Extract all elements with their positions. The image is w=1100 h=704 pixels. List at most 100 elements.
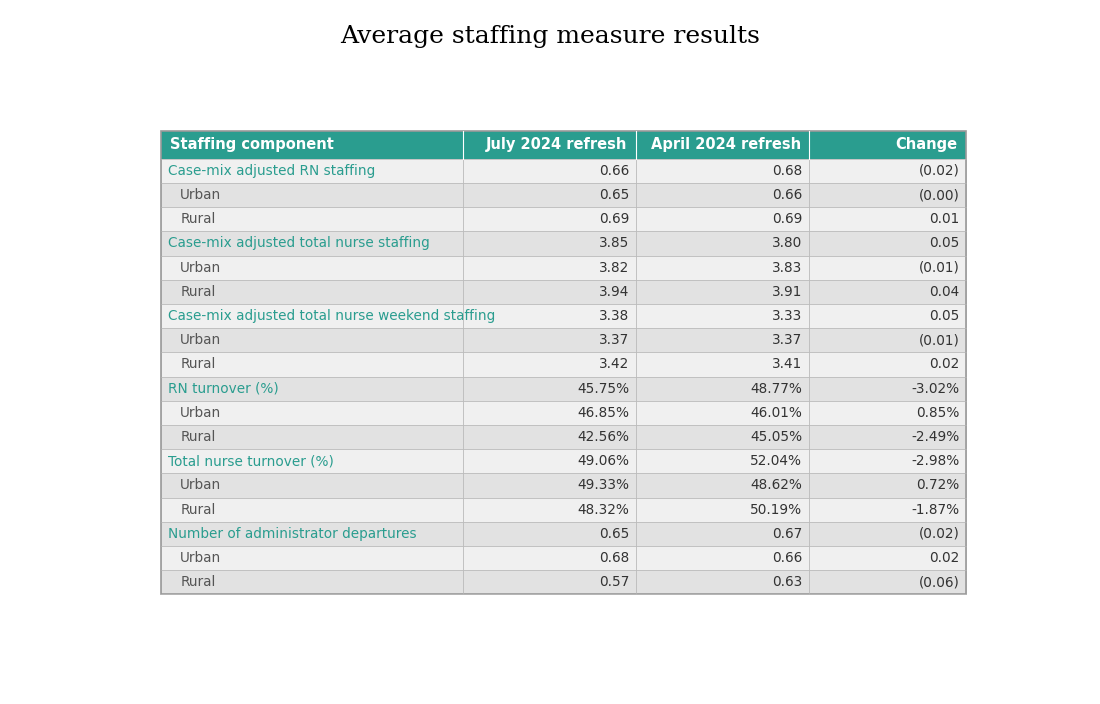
Text: 0.66: 0.66 <box>600 164 629 178</box>
Bar <box>810 425 966 449</box>
Bar <box>463 207 636 232</box>
Text: Urban: Urban <box>180 551 221 565</box>
Text: -3.02%: -3.02% <box>911 382 959 396</box>
Text: 0.66: 0.66 <box>772 188 802 202</box>
Bar <box>162 304 463 328</box>
Text: -2.98%: -2.98% <box>911 454 959 468</box>
Bar <box>463 279 636 304</box>
Bar <box>636 352 810 377</box>
Text: 0.57: 0.57 <box>600 575 629 589</box>
Bar <box>463 425 636 449</box>
Text: 3.83: 3.83 <box>772 260 802 275</box>
Text: 0.65: 0.65 <box>600 527 629 541</box>
Text: 52.04%: 52.04% <box>750 454 802 468</box>
Text: Total nurse turnover (%): Total nurse turnover (%) <box>168 454 334 468</box>
Bar <box>636 207 810 232</box>
Bar <box>810 304 966 328</box>
Text: (0.02): (0.02) <box>918 164 959 178</box>
Text: Urban: Urban <box>180 333 221 347</box>
Text: 49.33%: 49.33% <box>578 479 629 492</box>
Text: Case-mix adjusted RN staffing: Case-mix adjusted RN staffing <box>168 164 375 178</box>
Text: 0.05: 0.05 <box>928 237 959 251</box>
Bar <box>810 256 966 279</box>
Bar <box>810 232 966 256</box>
Bar <box>636 304 810 328</box>
Bar <box>636 425 810 449</box>
Text: 3.37: 3.37 <box>772 333 802 347</box>
Text: Rural: Rural <box>180 503 216 517</box>
Text: 3.41: 3.41 <box>772 358 802 372</box>
Text: 3.85: 3.85 <box>600 237 629 251</box>
Text: 48.77%: 48.77% <box>750 382 802 396</box>
Bar <box>162 498 463 522</box>
Text: Average staffing measure results: Average staffing measure results <box>340 25 760 48</box>
Bar <box>162 401 463 425</box>
Bar <box>463 232 636 256</box>
Bar <box>162 352 463 377</box>
Text: RN turnover (%): RN turnover (%) <box>168 382 279 396</box>
Bar <box>463 183 636 207</box>
Bar <box>162 328 463 352</box>
Bar <box>810 498 966 522</box>
Bar <box>463 449 636 473</box>
Bar <box>636 328 810 352</box>
Bar <box>636 279 810 304</box>
Text: (0.00): (0.00) <box>918 188 959 202</box>
Text: (0.06): (0.06) <box>918 575 959 589</box>
Text: 0.04: 0.04 <box>930 285 959 298</box>
Text: 0.02: 0.02 <box>930 551 959 565</box>
Text: 48.62%: 48.62% <box>750 479 802 492</box>
Bar <box>463 377 636 401</box>
Bar <box>810 546 966 570</box>
Bar <box>636 522 810 546</box>
Text: 3.91: 3.91 <box>772 285 802 298</box>
Text: 46.01%: 46.01% <box>750 406 802 420</box>
Bar <box>636 498 810 522</box>
Bar <box>162 522 463 546</box>
Text: 48.32%: 48.32% <box>578 503 629 517</box>
Bar <box>463 522 636 546</box>
Bar <box>810 328 966 352</box>
Bar <box>162 449 463 473</box>
Text: Rural: Rural <box>180 430 216 444</box>
Text: 3.80: 3.80 <box>772 237 802 251</box>
Text: -2.49%: -2.49% <box>911 430 959 444</box>
Bar <box>162 207 463 232</box>
Text: April 2024 refresh: April 2024 refresh <box>650 137 801 152</box>
Text: Rural: Rural <box>180 285 216 298</box>
Text: 3.38: 3.38 <box>600 309 629 323</box>
Bar <box>810 570 966 594</box>
Text: (0.02): (0.02) <box>918 527 959 541</box>
Bar <box>636 232 810 256</box>
Bar <box>636 449 810 473</box>
Bar <box>463 401 636 425</box>
Bar <box>162 232 463 256</box>
Bar <box>463 328 636 352</box>
Bar <box>463 256 636 279</box>
Text: (0.01): (0.01) <box>918 333 959 347</box>
Bar <box>162 130 463 158</box>
Text: 0.05: 0.05 <box>928 309 959 323</box>
Text: July 2024 refresh: July 2024 refresh <box>486 137 628 152</box>
Text: (0.01): (0.01) <box>918 260 959 275</box>
Text: 3.37: 3.37 <box>600 333 629 347</box>
Bar <box>463 473 636 498</box>
Bar <box>162 279 463 304</box>
Bar <box>810 279 966 304</box>
Bar <box>810 449 966 473</box>
Text: 3.82: 3.82 <box>600 260 629 275</box>
Text: 0.68: 0.68 <box>772 164 802 178</box>
Bar <box>636 401 810 425</box>
Bar <box>636 546 810 570</box>
Text: 0.01: 0.01 <box>930 212 959 226</box>
Bar <box>162 130 966 594</box>
Bar <box>463 546 636 570</box>
Bar <box>463 570 636 594</box>
Text: 50.19%: 50.19% <box>750 503 802 517</box>
Text: Urban: Urban <box>180 406 221 420</box>
Bar <box>810 473 966 498</box>
Text: 3.42: 3.42 <box>600 358 629 372</box>
Text: 0.66: 0.66 <box>772 551 802 565</box>
Bar <box>810 401 966 425</box>
Bar <box>162 570 463 594</box>
